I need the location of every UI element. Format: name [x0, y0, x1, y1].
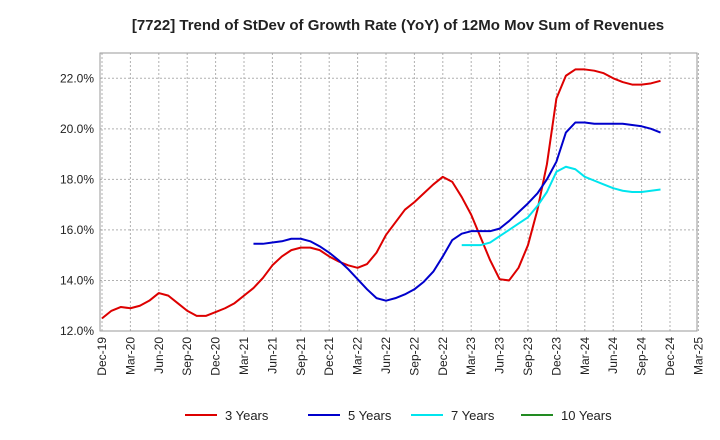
x-tick-label: Mar-22 [351, 337, 365, 375]
y-tick-label: 16.0% [60, 223, 94, 237]
x-tick-label: Jun-23 [493, 337, 507, 374]
series-line-3-years [101, 68, 661, 320]
x-tick-label: Mar-20 [123, 337, 137, 375]
x-tick-label: Jun-24 [606, 337, 620, 374]
x-axis: Dec-19 Mar-20 Jun-20 Sep-20 Dec-20 Mar-21 Jun-… [95, 337, 705, 376]
x-tick-label: Sep-24 [635, 337, 649, 376]
plot-area [99, 52, 698, 332]
x-tick-label: Mar-21 [237, 337, 251, 375]
series-line-7-years [461, 165, 661, 247]
x-tick-label: Sep-23 [521, 337, 535, 376]
x-tick-label: Mar-24 [578, 337, 592, 375]
grid [100, 53, 699, 332]
x-tick-label: Sep-22 [407, 337, 421, 376]
chart-title: [7722] Trend of StDev of Growth Rate (Yo… [132, 17, 664, 34]
legend-label: 7 Years [451, 408, 495, 423]
y-tick-label: 20.0% [60, 122, 94, 136]
series-lines [101, 68, 661, 320]
x-tick-label: Sep-20 [180, 337, 194, 376]
y-axis: 12.0% 14.0% 16.0% 18.0% 20.0% 22.0% [60, 71, 94, 338]
x-tick-label: Dec-21 [322, 337, 336, 376]
legend-label: 3 Years [225, 408, 269, 423]
x-tick-label: Jun-20 [152, 337, 166, 374]
series-line-5-years [253, 121, 661, 302]
x-tick-label: Dec-22 [436, 337, 450, 376]
legend-label: 5 Years [348, 408, 392, 423]
x-tick-label: Mar-23 [464, 337, 478, 375]
y-tick-label: 12.0% [60, 324, 94, 338]
x-tick-label: Dec-24 [663, 337, 677, 376]
legend: 3 Years 5 Years 7 Years 10 Years [185, 408, 612, 423]
y-tick-label: 14.0% [60, 273, 94, 287]
legend-label: 10 Years [561, 408, 612, 423]
x-tick-label: Dec-23 [549, 337, 563, 376]
x-tick-label: Jun-21 [265, 337, 279, 374]
x-tick-label: Mar-25 [691, 337, 705, 375]
y-tick-label: 22.0% [60, 71, 94, 85]
y-tick-label: 18.0% [60, 172, 94, 186]
x-tick-label: Dec-20 [209, 337, 223, 376]
x-tick-label: Sep-21 [294, 337, 308, 376]
x-tick-label: Jun-22 [379, 337, 393, 374]
x-tick-label: Dec-19 [95, 337, 109, 376]
